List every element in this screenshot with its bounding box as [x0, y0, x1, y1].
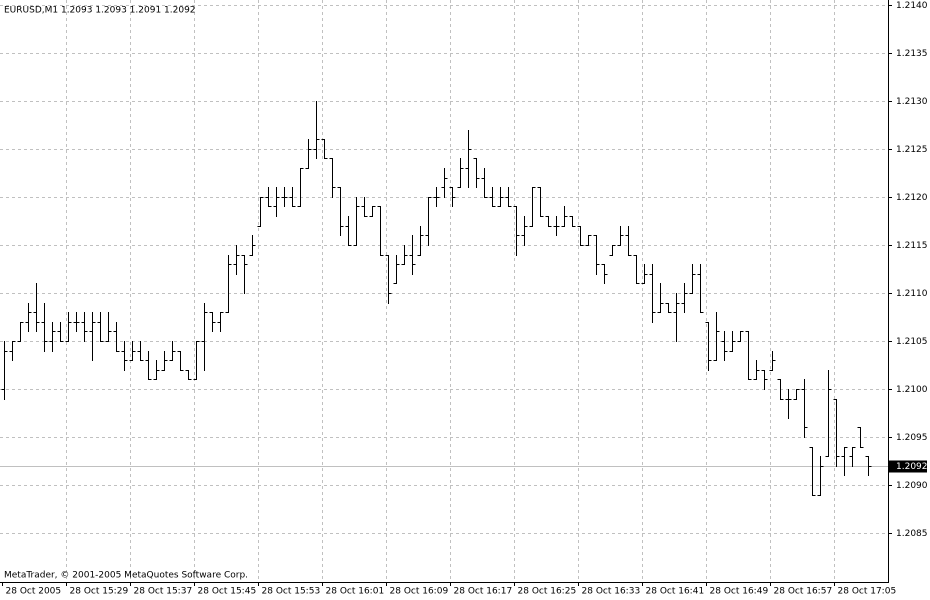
y-tick-label: 1.2125: [896, 145, 928, 155]
y-tick-label: 1.2120: [896, 193, 928, 203]
x-tick-label: 28 Oct 15:29: [70, 587, 129, 597]
y-tick-label: 1.2135: [896, 49, 928, 59]
x-tick-label: 28 Oct 16:49: [710, 587, 769, 597]
x-tick-label: 28 Oct 16:33: [582, 587, 641, 597]
copyright: MetaTrader, © 2001-2005 MetaQuotes Softw…: [4, 571, 248, 581]
x-tick-label: 28 Oct 16:01: [326, 587, 385, 597]
x-tick-label: 28 Oct 15:53: [262, 587, 321, 597]
chart-header: EURUSD,M1 1.2093 1.2093 1.2091 1.2092: [4, 6, 196, 16]
y-tick-label: 1.2130: [896, 97, 928, 107]
y-tick-label: 1.2095: [896, 433, 928, 443]
y-tick-label: 1.2105: [896, 337, 928, 347]
x-tick-label: 28 Oct 16:09: [390, 587, 449, 597]
y-tick-label: 1.2100: [896, 385, 928, 395]
x-tick-label: 28 Oct 16:57: [774, 587, 833, 597]
x-tick-label: 28 Oct 15:37: [134, 587, 193, 597]
current-price-box: [889, 460, 927, 473]
bars: [1, 101, 872, 496]
x-tick-label: 28 Oct 16:41: [646, 587, 705, 597]
current-price-label: 1.2092: [896, 462, 928, 472]
y-tick-label: 1.2090: [896, 481, 928, 491]
y-tick-label: 1.2110: [896, 289, 928, 299]
x-tick-label: 28 Oct 15:45: [198, 587, 257, 597]
x-tick-label: 28 Oct 16:25: [518, 587, 577, 597]
x-tick-label: 28 Oct 16:17: [454, 587, 513, 597]
x-tick-label: 28 Oct 17:05: [838, 587, 897, 597]
y-tick-label: 1.2115: [896, 241, 928, 251]
y-tick-label: 1.2085: [896, 529, 928, 539]
x-tick-label: 28 Oct 2005: [6, 587, 62, 597]
y-tick-label: 1.2140: [896, 1, 928, 11]
